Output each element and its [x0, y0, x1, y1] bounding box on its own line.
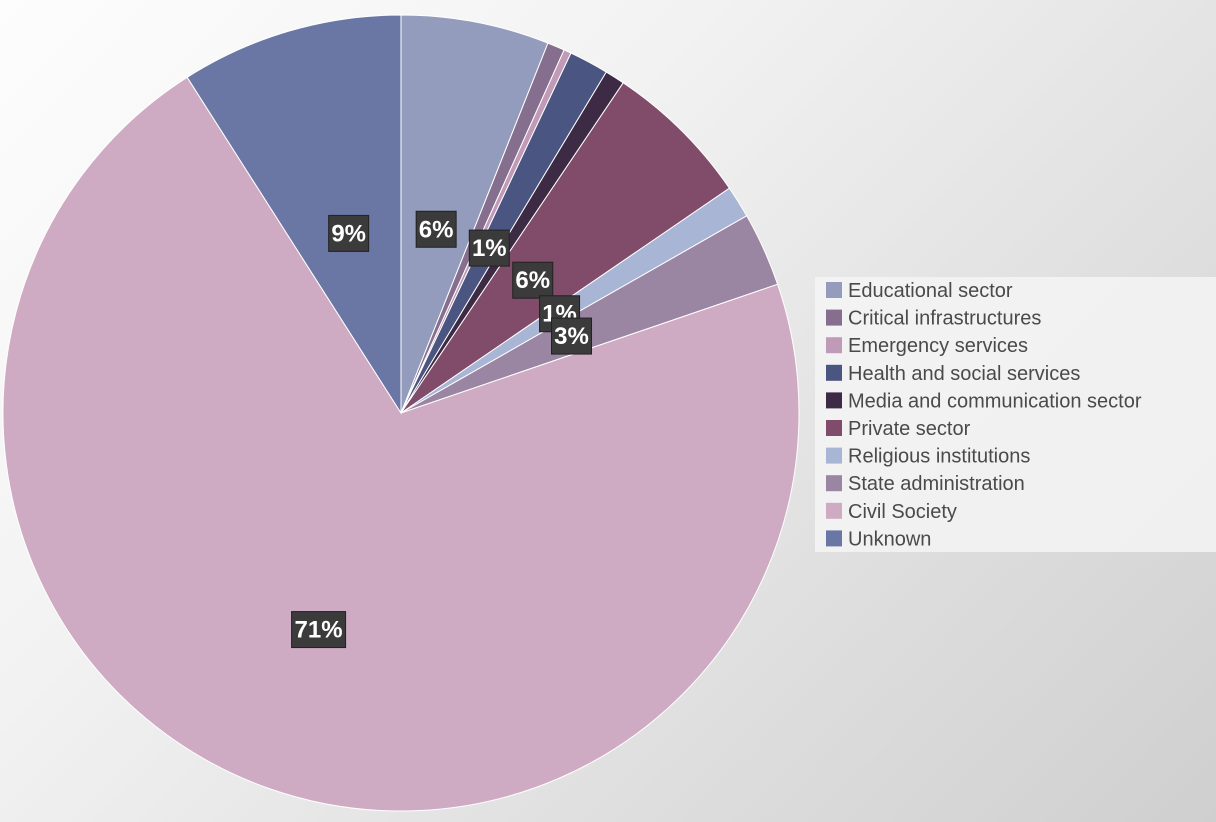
legend-label: Unknown — [848, 528, 931, 550]
legend-label: State administration — [848, 473, 1025, 495]
legend-swatch — [826, 475, 842, 491]
data-label-private-sector: 6% — [513, 262, 553, 298]
legend-swatch — [826, 420, 842, 436]
legend-swatch — [826, 310, 842, 326]
legend-label: Emergency services — [848, 335, 1028, 357]
legend-swatch — [826, 337, 842, 353]
pie-slices — [3, 15, 799, 811]
data-label-text: 6% — [419, 216, 454, 243]
legend-item-media-and-communication-sector: Media and communication sector — [826, 390, 1142, 412]
data-label-text: 3% — [554, 323, 589, 350]
data-label-unknown: 9% — [329, 215, 369, 251]
data-label-state-administration: 3% — [552, 318, 592, 354]
legend-label: Private sector — [848, 418, 971, 440]
legend-item-emergency-services: Emergency services — [826, 335, 1028, 357]
legend-label: Religious institutions — [848, 446, 1030, 468]
legend-label: Educational sector — [848, 280, 1013, 302]
data-label-text: 71% — [295, 617, 343, 644]
legend-item-religious-institutions: Religious institutions — [826, 446, 1030, 468]
legend-label: Media and communication sector — [848, 390, 1142, 412]
data-label-text: 6% — [515, 267, 550, 294]
legend-label: Health and social services — [848, 363, 1080, 385]
legend-item-private-sector: Private sector — [826, 418, 971, 440]
legend-label: Civil Society — [848, 501, 957, 523]
legend-swatch — [826, 392, 842, 408]
data-label-text: 1% — [472, 235, 507, 262]
legend-item-critical-infrastructures: Critical infrastructures — [826, 308, 1041, 330]
legend-swatch — [826, 448, 842, 464]
legend-swatch — [826, 282, 842, 298]
data-label-civil-society: 71% — [292, 612, 346, 648]
legend-swatch — [826, 503, 842, 519]
legend-item-state-administration: State administration — [826, 473, 1025, 495]
data-label-educational-sector: 6% — [416, 211, 456, 247]
legend-label: Critical infrastructures — [848, 308, 1041, 330]
data-label-text: 9% — [331, 220, 366, 247]
legend-swatch — [826, 530, 842, 546]
legend-swatch — [826, 365, 842, 381]
legend: Educational sector Critical infrastructur… — [815, 277, 1216, 552]
data-label-health-and-social-services: 1% — [469, 230, 509, 266]
legend-item-educational-sector: Educational sector — [826, 280, 1013, 302]
legend-item-health-and-social-services: Health and social services — [826, 363, 1080, 385]
